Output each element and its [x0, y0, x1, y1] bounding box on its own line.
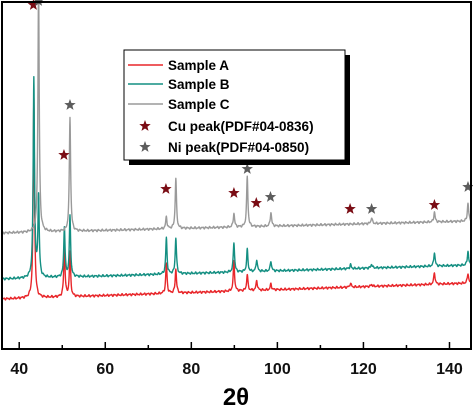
plot-lines: [1, 0, 472, 301]
legend: Sample A Sample B Sample C Cu peak(PDF#04-0…: [123, 49, 350, 165]
x-axis-ticks: 40 60 80 100 120 140: [10, 342, 463, 378]
peak-star-ni-peak: [241, 163, 253, 174]
legend-box: [123, 49, 346, 161]
peak-star-ni-peak: [64, 99, 76, 110]
peak-star-cu-peak: [344, 203, 356, 214]
x-tick-label: 120: [350, 361, 377, 378]
peak-star-ni-peak: [365, 203, 378, 214]
peak-star-cu-peak: [160, 183, 172, 194]
series-line-sample-c: [1, 0, 472, 235]
x-tick-label: 40: [10, 361, 28, 378]
x-axis-label: 2θ: [223, 384, 249, 411]
peak-star-cu-peak: [250, 197, 262, 208]
legend-label: Cu peak(PDF#04-0836): [168, 119, 314, 134]
x-tick-label: 60: [96, 361, 114, 378]
peak-star-cu-peak: [428, 199, 441, 210]
peak-star-cu-peak: [228, 187, 240, 198]
peak-star-cu-peak: [27, 0, 40, 10]
legend-label: Sample C: [168, 97, 230, 112]
peak-star-ni-peak: [264, 191, 277, 202]
legend-label: Sample A: [168, 58, 229, 73]
legend-label: Sample B: [168, 77, 230, 92]
legend-star-marker: [139, 120, 151, 131]
series-line-sample-a: [1, 96, 472, 301]
plot-frame: [1, 1, 472, 350]
x-tick-label: 140: [436, 361, 463, 378]
x-tick-label: 80: [182, 361, 200, 378]
x-tick-label: 100: [264, 361, 291, 378]
peak-star-cu-peak: [58, 149, 70, 160]
legend-items: Sample A Sample B Sample C Cu peak(PDF#04-0…: [128, 58, 314, 155]
series-line-sample-b: [1, 76, 472, 281]
legend-label: Ni peak(PDF#04-0850): [168, 140, 309, 155]
legend-star-marker: [139, 141, 151, 152]
